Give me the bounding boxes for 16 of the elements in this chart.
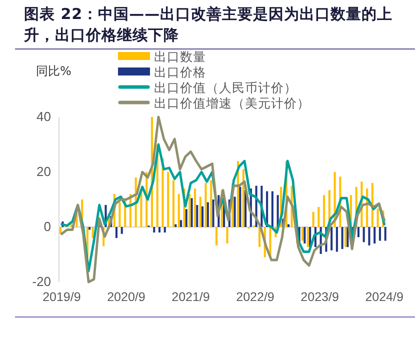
y-axis-title: 同比% — [36, 64, 72, 78]
y-tick-label: 40 — [36, 109, 51, 124]
y-tick-label: 0 — [44, 219, 51, 234]
legend-label: 出口价值增速（美元计价） — [154, 96, 310, 110]
legend-label: 出口价格 — [154, 64, 206, 80]
legend-label: 出口数量 — [154, 49, 206, 64]
y-tick-label: 20 — [36, 164, 51, 180]
x-tick-label: 2022/9 — [236, 290, 274, 304]
x-tick-label: 2019/9 — [42, 290, 81, 304]
chart-title: 图表 22：中国——出口改善主要是因为出口数量的上升，出口价格继续下降 — [24, 4, 394, 46]
y-tick-label: -20 — [32, 274, 51, 290]
x-tick-label: 2021/9 — [172, 290, 210, 304]
x-tick-label: 2023/9 — [300, 290, 339, 304]
x-tick-label: 2020/9 — [107, 290, 146, 304]
legend-label: 出口价值（人民币计价） — [154, 80, 297, 95]
x-tick-label: 2024/9 — [365, 290, 404, 304]
